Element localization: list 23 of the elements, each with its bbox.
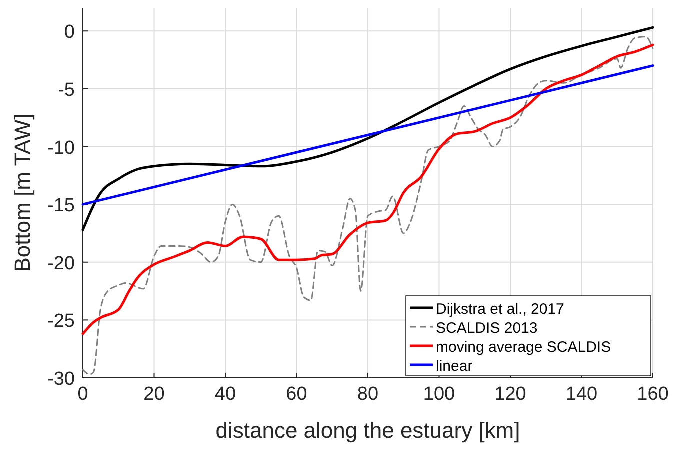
x-axis-title: distance along the estuary [km]: [216, 418, 520, 443]
x-tick-label: 160: [637, 384, 669, 405]
y-tick-label: -20: [48, 253, 75, 274]
legend-label: Dijkstra et al., 2017: [436, 301, 564, 318]
x-tick-label: 120: [494, 384, 526, 405]
line-series: [82, 26, 654, 232]
y-axis-title: Bottom [m TAW]: [10, 114, 35, 272]
y-tick-label: -15: [48, 196, 75, 217]
y-tick-label: -30: [48, 369, 75, 390]
legend-label: moving average SCALDIS: [436, 339, 612, 356]
x-tick-label: 80: [357, 384, 379, 405]
legend-label: SCALDIS 2013: [436, 320, 538, 337]
y-tick-label: -10: [48, 138, 75, 159]
x-tick-label: 140: [566, 384, 598, 405]
y-tick-label: -25: [48, 311, 75, 332]
x-tick-label: 60: [286, 384, 308, 405]
x-tick-label: 40: [214, 384, 236, 405]
x-tick-label: 100: [423, 384, 456, 405]
y-tick-label: 0: [64, 22, 75, 44]
y-tick-label: -5: [58, 80, 75, 101]
x-tick-label: 0: [78, 384, 88, 405]
legend-label: linear: [436, 358, 473, 375]
x-tick-label: 20: [144, 384, 165, 405]
